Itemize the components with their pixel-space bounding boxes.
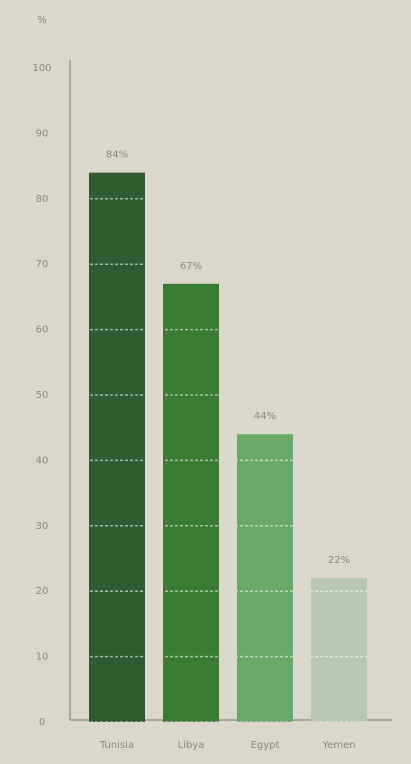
y-tick-label: 0	[39, 717, 45, 728]
bar	[163, 283, 219, 722]
bar	[311, 578, 367, 722]
x-tick-label: Egypt	[251, 740, 280, 751]
bar	[237, 434, 293, 722]
y-tick-label: 50	[36, 390, 49, 401]
value-label: 22%	[328, 555, 350, 566]
y-tick-label: 80	[36, 194, 49, 205]
x-tick-label: Yemen	[321, 740, 355, 751]
y-tick-label: 100	[32, 63, 51, 74]
value-label: 84%	[106, 150, 128, 161]
y-tick-label: 90	[36, 128, 49, 139]
value-label: 44%	[254, 411, 276, 422]
y-tick-label: 30	[36, 521, 49, 532]
value-label: 67%	[180, 261, 202, 272]
x-tick-label: Tunisia	[99, 740, 134, 751]
y-tick-label: 70	[36, 259, 49, 270]
bar	[89, 172, 145, 722]
x-tick-label: Libya	[178, 740, 205, 751]
y-tick-label: 40	[36, 455, 49, 466]
y-axis-label: %	[37, 15, 47, 26]
y-tick-label: 20	[36, 586, 49, 597]
y-tick-label: 60	[36, 325, 49, 336]
y-tick-label: 10	[36, 652, 49, 663]
